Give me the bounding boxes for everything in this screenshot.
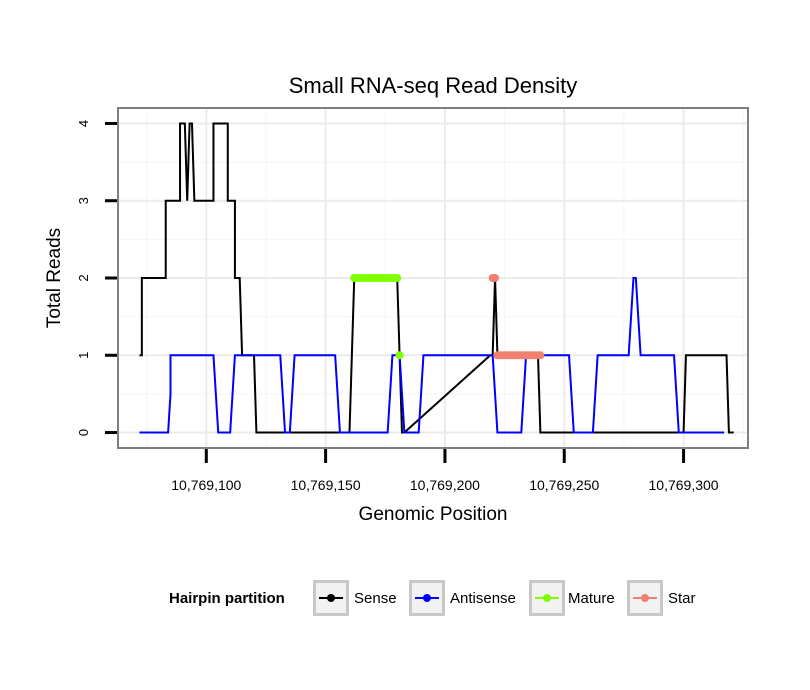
x-tick-label: 10,769,300 xyxy=(649,477,719,493)
legend-key-point-sense xyxy=(327,594,335,602)
plot-border xyxy=(117,107,749,449)
legend-key-point-antisense xyxy=(423,594,431,602)
y-tick-label: 2 xyxy=(76,274,91,281)
legend-title: Hairpin partition xyxy=(169,590,285,607)
x-tick-label: 10,769,150 xyxy=(291,477,361,493)
legend-label-mature: Mature xyxy=(568,590,615,607)
y-tick-label: 3 xyxy=(76,197,91,204)
legend-key-point-mature xyxy=(543,594,551,602)
grid-lines xyxy=(118,108,748,448)
star-series-point xyxy=(536,351,545,360)
y-tick-label: 0 xyxy=(76,429,91,436)
antisense-series-line xyxy=(139,277,725,434)
star-series-point xyxy=(491,274,500,282)
y-tick-label: 4 xyxy=(76,120,91,127)
legend-key-point-star xyxy=(641,594,649,602)
legend: Hairpin partition Sense Antisense Mature St… xyxy=(169,580,696,616)
x-axis-title: Genomic Position xyxy=(359,504,508,525)
x-tick-label: 10,769,200 xyxy=(410,477,480,493)
series-layer xyxy=(139,122,734,434)
mature-series-point xyxy=(393,274,402,282)
mature-series-point xyxy=(395,351,404,360)
y-tick-label: 1 xyxy=(76,352,91,359)
x-tick-label: 10,769,100 xyxy=(171,477,241,493)
x-axis: 10,769,100 10,769,150 10,769,200 10,769,250… xyxy=(171,449,719,493)
legend-label-star: Star xyxy=(668,590,696,607)
legend-label-antisense: Antisense xyxy=(450,590,516,607)
x-tick-label: 10,769,250 xyxy=(529,477,599,493)
y-axis-title: Total Reads xyxy=(44,228,65,328)
chart-title: Small RNA-seq Read Density xyxy=(289,73,578,98)
y-axis: 0 1 2 3 4 xyxy=(76,120,117,436)
legend-label-sense: Sense xyxy=(354,590,397,607)
